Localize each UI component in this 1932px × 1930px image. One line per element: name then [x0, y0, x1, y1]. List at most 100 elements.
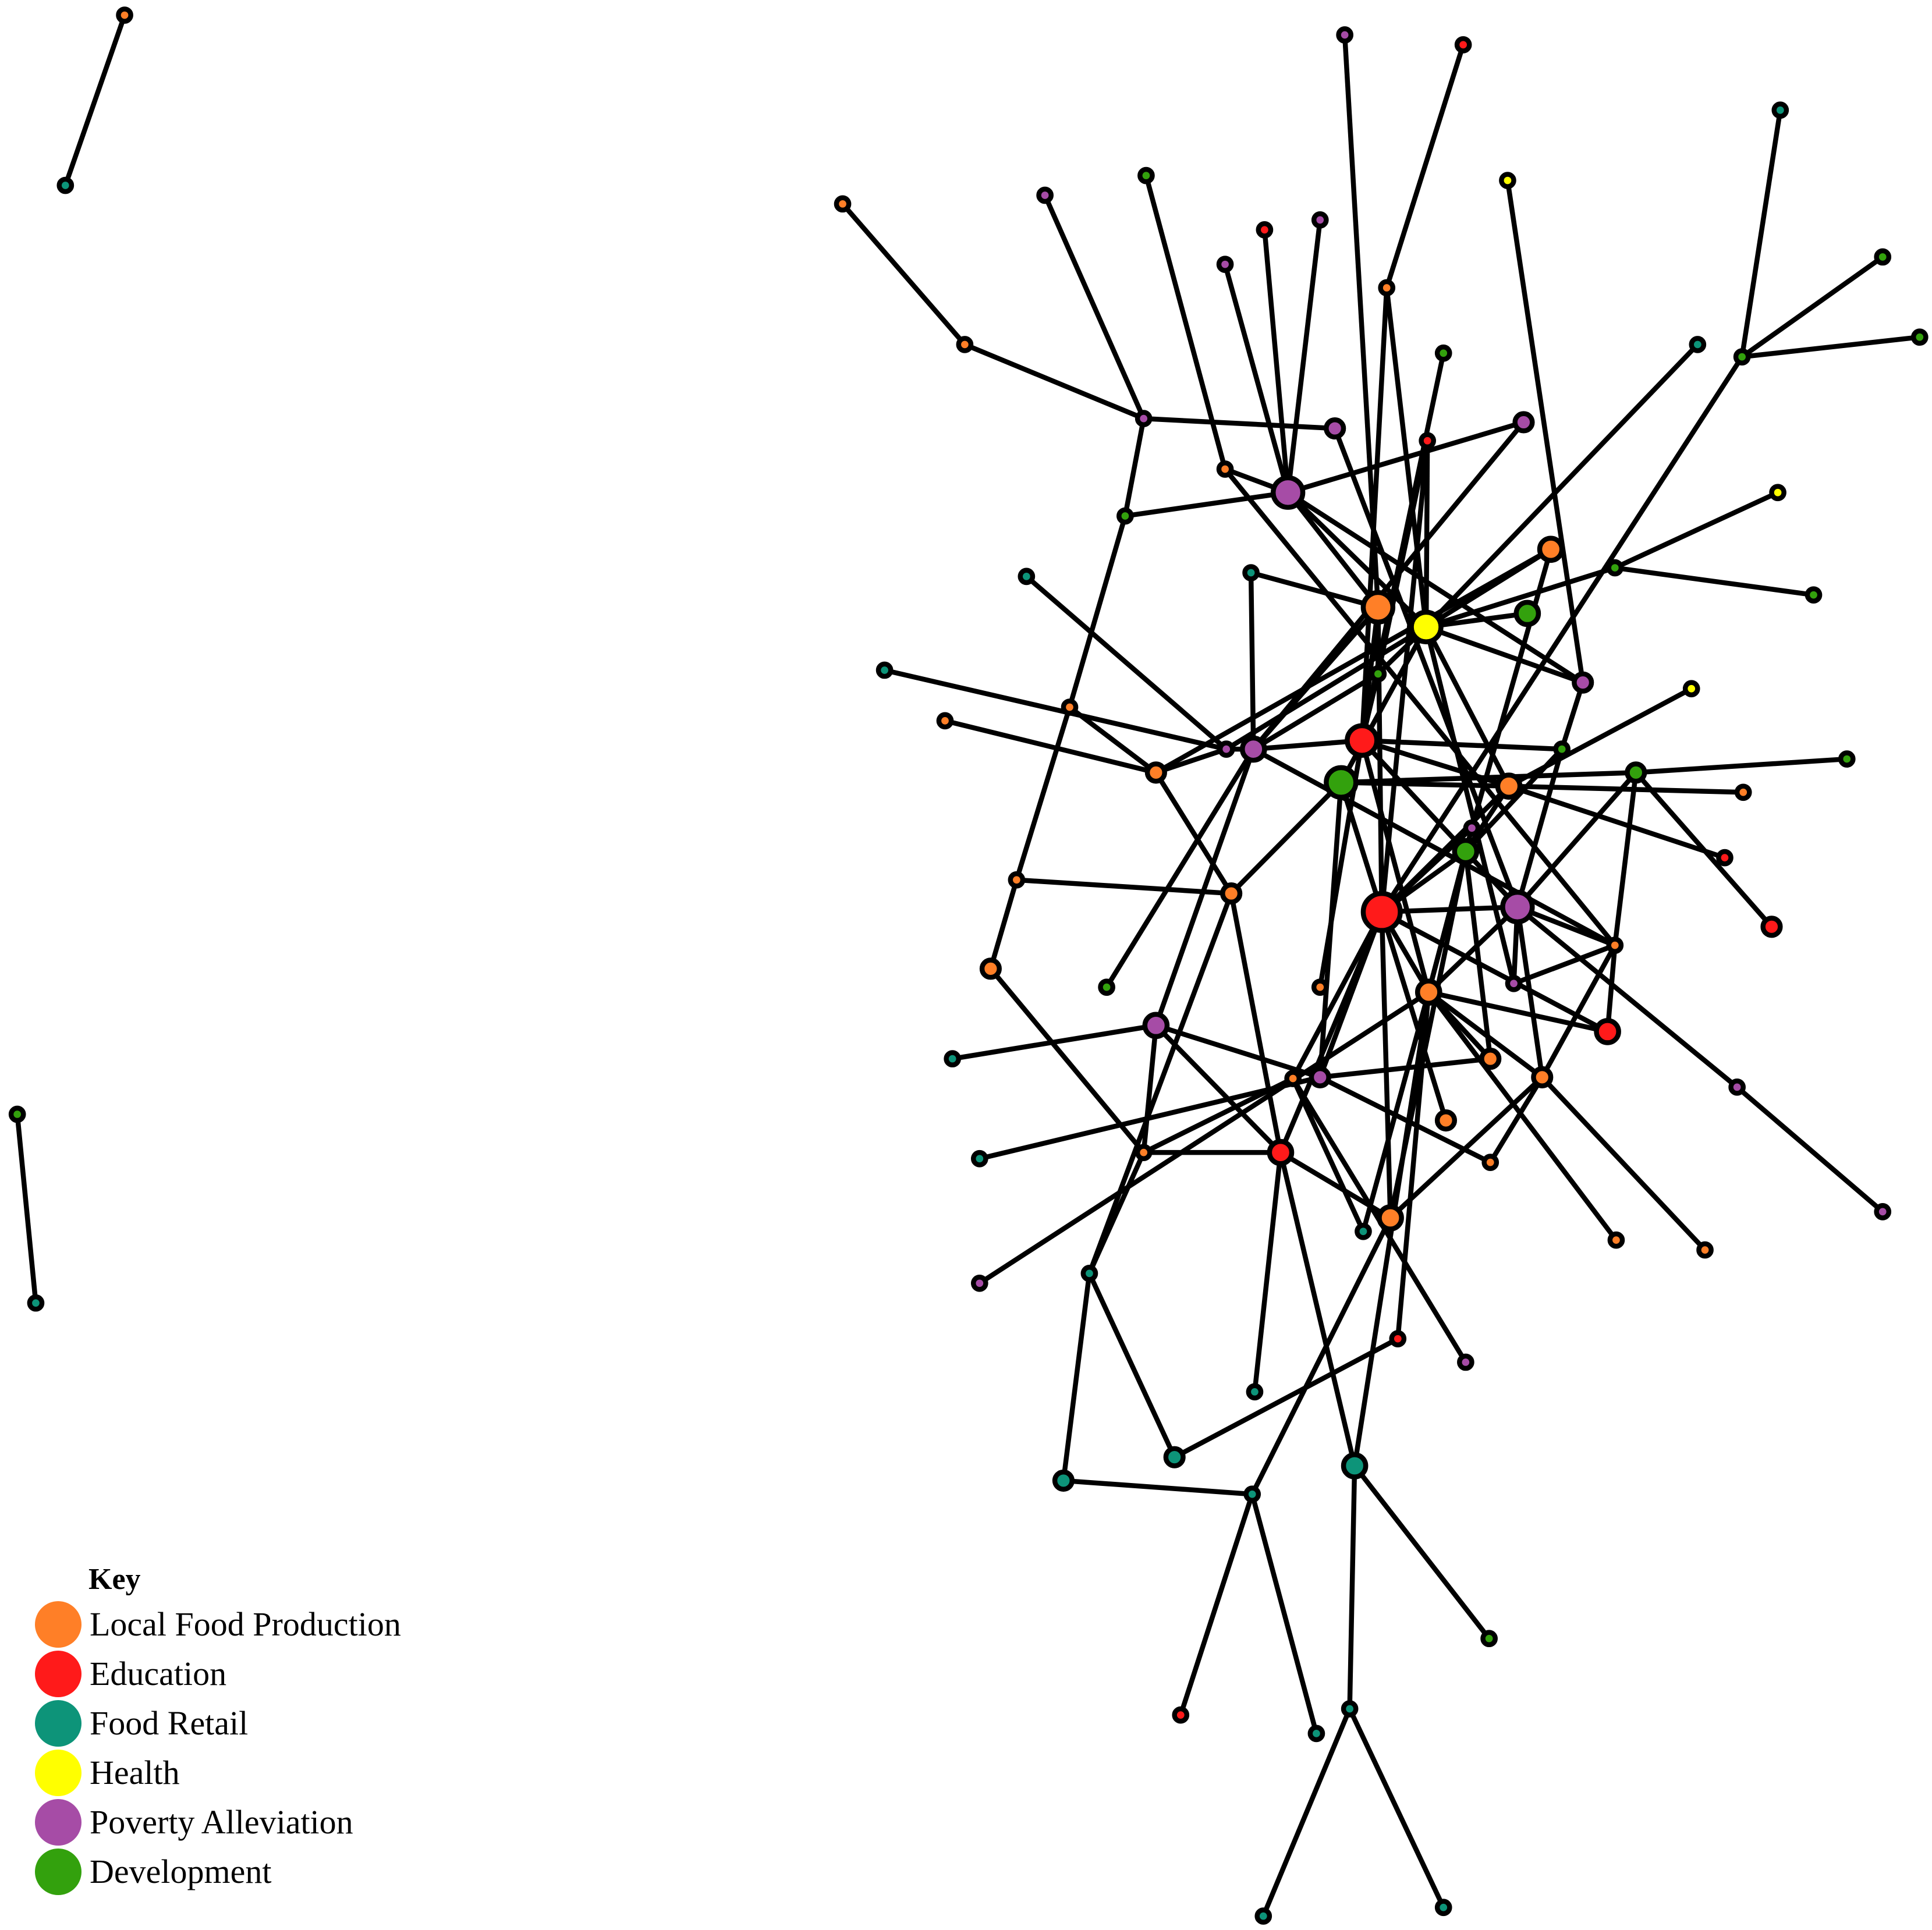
edge-n46-n55 [1338, 782, 1384, 913]
node-retail-n95 [1254, 1907, 1272, 1925]
node-poverty-n56 [1500, 889, 1535, 925]
edge-n92-n96 [1347, 1708, 1446, 1909]
node-poverty-n81 [1874, 1203, 1892, 1221]
edge-n41-n42 [1253, 738, 1363, 752]
node-dev-n13 [1910, 328, 1929, 346]
node-local-A1 [116, 6, 133, 24]
edge-n60-n41 [1104, 747, 1256, 989]
edge-n88-n91 [1352, 1464, 1491, 1640]
node-poverty-n85 [1457, 1353, 1474, 1371]
node-retail-B2 [27, 1294, 45, 1312]
legend-label: Poverty Alleviation [90, 1803, 353, 1841]
node-retail-n87 [1163, 1446, 1186, 1468]
node-edu-n52 [1716, 849, 1734, 867]
node-dev-n28 [1805, 586, 1823, 604]
node-local-n45 [1144, 761, 1167, 784]
edge-n75-n86 [1252, 1152, 1284, 1392]
node-retail-n78 [1355, 1222, 1372, 1240]
edge-n75-n77 [1279, 1150, 1392, 1221]
node-local-n11 [1378, 279, 1396, 297]
edge-n25-n39 [1067, 515, 1128, 708]
node-retail-n82 [1080, 1265, 1098, 1282]
node-poverty-n64 [1142, 1012, 1170, 1039]
edge-n10-n23 [1222, 264, 1291, 494]
edge-n41-n64 [1153, 748, 1256, 1027]
edge-n74-n82 [1087, 1151, 1146, 1275]
legend-label: Health [90, 1753, 180, 1791]
node-dev-n46 [1324, 765, 1359, 800]
edge-n14-n32 [1424, 342, 1700, 629]
node-edu-n57 [1760, 916, 1783, 938]
edge-n56-n71 [1516, 905, 1739, 1090]
node-retail-n89 [1052, 1469, 1075, 1492]
edge-n39-n53 [1014, 706, 1072, 881]
node-edu-n75 [1267, 1138, 1295, 1166]
node-local-n61 [1311, 978, 1329, 996]
node-local-n04 [834, 195, 852, 213]
node-poverty-n05 [1036, 186, 1054, 204]
edge-n24-n27 [1614, 490, 1779, 570]
node-local-n68 [1284, 1070, 1302, 1087]
legend-label: Development [90, 1852, 272, 1890]
node-poverty-n69 [1309, 1066, 1331, 1088]
node-poverty-n83 [970, 1274, 988, 1292]
edge-n11-n32 [1384, 287, 1429, 627]
edge-n90-n94 [1250, 1493, 1319, 1734]
nodes [8, 6, 1929, 1925]
node-edu-n65 [1594, 1018, 1621, 1045]
edge-n56-n70 [1515, 906, 1545, 1078]
node-dev-n17 [1434, 344, 1452, 362]
node-dev-B1 [8, 1105, 26, 1123]
node-edu-n08 [1256, 221, 1274, 239]
node-dev-n15 [1733, 348, 1751, 366]
legend-item-health: Health [35, 1748, 501, 1797]
edge-n56-n58 [1516, 904, 1616, 948]
node-dev-n33 [1513, 599, 1541, 627]
node-retail-n30 [1242, 564, 1260, 581]
edge-n42-n56 [1360, 739, 1519, 909]
node-edu-n93 [1172, 1706, 1190, 1724]
edge-n45-n54 [1154, 771, 1233, 895]
edge-A1-A2 [63, 14, 127, 186]
node-health-n07 [1499, 172, 1516, 189]
edge-n05-n18 [1043, 194, 1146, 420]
edge-n64-n74 [1141, 1025, 1159, 1153]
node-local-n54 [1220, 882, 1243, 905]
edge-n46-n54 [1229, 780, 1343, 896]
edge-n64-n69 [1155, 1023, 1321, 1080]
edge-n23-n31 [1286, 491, 1380, 609]
edge-n62-n65 [1428, 989, 1608, 1034]
node-retail-n03 [1771, 101, 1789, 119]
legend-swatch-health [35, 1749, 81, 1796]
edge-n06-n22 [1143, 175, 1228, 470]
edge-n87-n84 [1173, 1336, 1399, 1460]
edge-n03-n15 [1739, 109, 1783, 357]
node-local-n58 [1606, 936, 1624, 954]
node-dev-n06 [1137, 166, 1155, 185]
edge-n18-n19 [1143, 416, 1335, 431]
node-local-n77 [1377, 1204, 1404, 1232]
edge-n62-n84 [1395, 992, 1431, 1339]
edge-n39-n45 [1068, 705, 1158, 775]
edge-n21-n55 [1379, 440, 1430, 913]
node-poverty-n01 [1336, 26, 1353, 44]
edge-n42-n43 [1362, 738, 1562, 752]
edge-n69-n76 [1318, 1075, 1492, 1165]
edge-n55-n72 [1379, 911, 1449, 1122]
edge-n58-n70 [1540, 944, 1618, 1078]
edge-n88-n92 [1347, 1466, 1357, 1709]
node-dev-n25 [1116, 507, 1134, 525]
edge-n41-n35 [1252, 672, 1380, 751]
edge-n70-n80 [1540, 1075, 1707, 1252]
node-health-n24 [1769, 484, 1786, 502]
edge-n82-n87 [1087, 1272, 1177, 1459]
edge-n55-n77 [1379, 911, 1393, 1218]
node-local-n80 [1696, 1241, 1714, 1259]
edge-n08-n23 [1262, 229, 1291, 493]
node-edu-n21 [1419, 432, 1436, 450]
edge-n46-n48 [1341, 770, 1636, 785]
edge-n45-n40 [1155, 747, 1228, 775]
edge-n30-n31 [1250, 570, 1379, 610]
edge-n46-n69 [1317, 782, 1344, 1078]
edge-n69-n67 [1320, 1056, 1491, 1080]
